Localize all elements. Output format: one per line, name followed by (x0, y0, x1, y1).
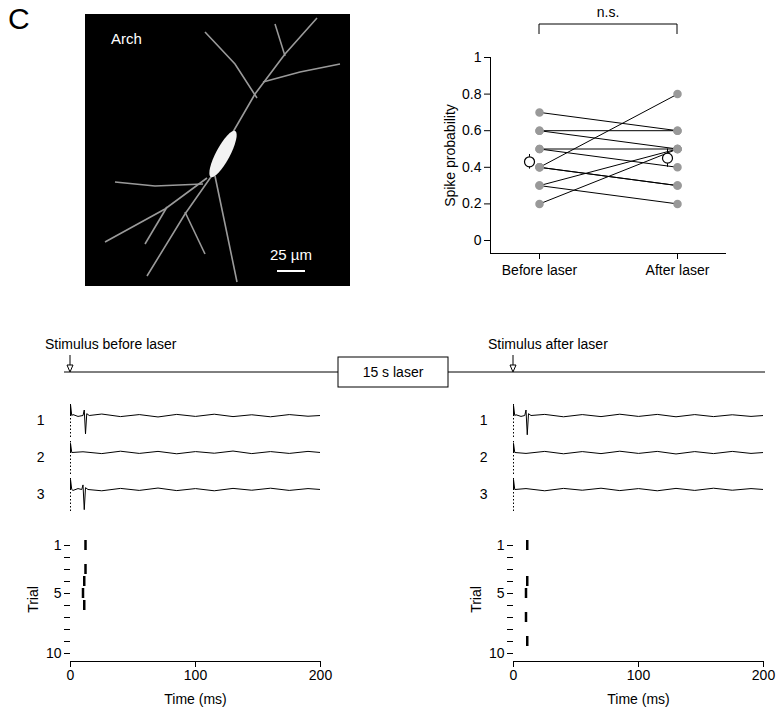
svg-text:100: 100 (627, 667, 651, 683)
svg-text:Trial: Trial (468, 586, 484, 613)
svg-text:After laser: After laser (646, 262, 710, 278)
svg-text:0.2: 0.2 (462, 195, 482, 211)
svg-text:n.s.: n.s. (597, 4, 620, 20)
svg-text:5: 5 (497, 585, 505, 601)
svg-text:Arch: Arch (111, 30, 142, 47)
svg-text:Stimulus before laser: Stimulus before laser (45, 336, 177, 352)
svg-text:1: 1 (37, 412, 45, 428)
svg-text:200: 200 (309, 667, 333, 683)
svg-text:1: 1 (480, 412, 488, 428)
svg-text:1: 1 (54, 537, 62, 553)
svg-text:0: 0 (67, 667, 75, 683)
svg-text:2: 2 (37, 449, 45, 465)
svg-text:5: 5 (54, 585, 62, 601)
svg-text:25 µm: 25 µm (270, 246, 312, 263)
svg-text:Before laser: Before laser (502, 262, 578, 278)
svg-text:0: 0 (474, 232, 482, 248)
svg-text:1: 1 (474, 49, 482, 65)
svg-text:3: 3 (480, 486, 488, 502)
svg-text:1: 1 (497, 537, 505, 553)
svg-text:0.4: 0.4 (462, 159, 482, 175)
html-text:C: C (8, 2, 30, 35)
svg-text:10: 10 (46, 645, 62, 661)
svg-text:200: 200 (752, 667, 776, 683)
svg-text:2: 2 (480, 449, 488, 465)
svg-text:Time (ms): Time (ms) (607, 691, 669, 707)
svg-text:3: 3 (37, 486, 45, 502)
svg-text:0: 0 (510, 667, 518, 683)
svg-text:0.6: 0.6 (462, 122, 482, 138)
svg-text:0.8: 0.8 (462, 86, 482, 102)
svg-text:Trial: Trial (25, 586, 41, 613)
svg-text:15 s laser: 15 s laser (363, 364, 424, 380)
svg-text:Stimulus after laser: Stimulus after laser (488, 336, 608, 352)
svg-text:100: 100 (184, 667, 208, 683)
svg-text:10: 10 (489, 645, 505, 661)
svg-text:Time (ms): Time (ms) (164, 691, 226, 707)
svg-text:Spike probability: Spike probability (442, 104, 458, 207)
